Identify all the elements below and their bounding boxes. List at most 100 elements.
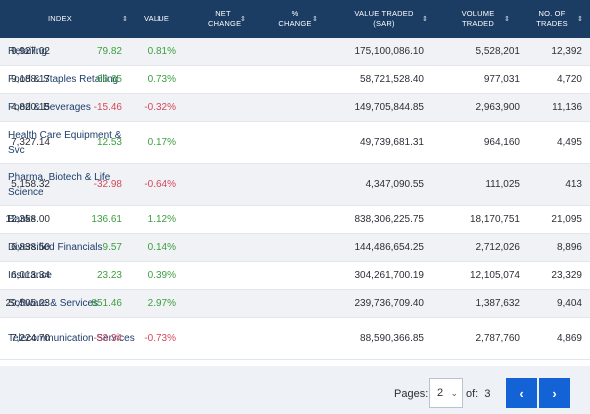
sort-icon[interactable]: ⇕ — [122, 16, 129, 23]
traded-cell: 239,736,709.40 — [354, 298, 424, 309]
column-label: INDEX — [48, 14, 72, 23]
volume-cell: 977,031 — [483, 74, 520, 85]
value-cell: 29,505.23 — [5, 298, 51, 309]
trades-cell: 413 — [565, 179, 582, 190]
net-cell: 66.65 — [96, 74, 122, 85]
volume-cell: 2,963,900 — [475, 102, 521, 113]
column-label: VALUE — [144, 14, 170, 23]
volume-cell: 2,787,760 — [475, 333, 521, 344]
net-cell: 851.46 — [91, 298, 122, 309]
sort-icon[interactable]: ⇕ — [504, 16, 511, 23]
table-row[interactable]: Food & Beverages 4,820.15 -15.46 -0.32% 149,… — [0, 94, 590, 122]
of-label: of: — [466, 388, 479, 400]
net-cell: 136.61 — [91, 214, 122, 225]
table-row[interactable]: Insurance 6,013.34 23.23 0.39% 304,261,700.1… — [0, 262, 590, 290]
column-header-no-of-trades[interactable]: NO. OF TRADES ⇕ — [522, 0, 584, 38]
column-label: NO. OF TRADES — [536, 9, 568, 28]
traded-cell: 58,721,528.40 — [360, 74, 424, 85]
index-name-cell[interactable]: Health Care Equipment & Svc — [8, 129, 122, 156]
column-label: VOLUME TRADED — [461, 9, 495, 28]
trades-cell: 4,495 — [556, 137, 582, 148]
trades-cell: 8,896 — [556, 242, 582, 253]
pages-label: Pages: — [394, 388, 429, 400]
previous-page-button[interactable]: ‹ — [506, 378, 537, 408]
column-label: % CHANGE — [278, 9, 312, 28]
index-name-cell[interactable]: Telecommunication Services — [8, 333, 135, 344]
column-header-value-traded[interactable]: VALUE TRADED (SAR) ⇕ — [340, 0, 428, 38]
net-cell: 12.53 — [96, 137, 122, 148]
traded-cell: 4,347,090.55 — [365, 179, 424, 190]
pct-cell: 0.14% — [147, 242, 176, 253]
net-cell: 9.57 — [102, 242, 122, 253]
table-row[interactable]: Retailing 9,927.02 79.82 0.81% 175,100,086.1… — [0, 38, 590, 66]
value-cell: 6,013.34 — [11, 270, 50, 281]
table-header: INDEX ⇕ VALUE ⇕ NET CHANGE ⇕ % CHANGE ⇕ … — [0, 0, 590, 38]
trades-cell: 23,329 — [551, 270, 582, 281]
net-cell: 79.82 — [96, 46, 122, 57]
column-header-pct-change[interactable]: % CHANGE ⇕ — [272, 0, 318, 38]
sort-icon[interactable]: ⇕ — [422, 16, 429, 23]
value-cell: 9,188.17 — [11, 74, 50, 85]
volume-cell: 964,160 — [483, 137, 520, 148]
sector-indices-table: INDEX ⇕ VALUE ⇕ NET CHANGE ⇕ % CHANGE ⇕ … — [0, 0, 590, 366]
index-name-cell[interactable]: Food & Beverages — [8, 102, 91, 113]
next-page-button[interactable]: › — [539, 378, 570, 408]
table-row[interactable]: Software & Services 29,505.23 851.46 2.97% 2… — [0, 290, 590, 318]
index-name-cell[interactable]: Banks — [8, 214, 36, 225]
trades-cell: 4,720 — [556, 74, 582, 85]
traded-cell: 144,486,654.25 — [354, 242, 424, 253]
traded-cell: 49,739,681.31 — [360, 137, 424, 148]
traded-cell: 838,306,225.75 — [354, 214, 424, 225]
index-name-cell[interactable]: Food & Staples Retailing — [8, 74, 119, 85]
column-header-index[interactable]: INDEX ⇕ — [48, 0, 128, 38]
table-row[interactable]: Pharma, Biotech & Life Science 5,158.32 -3… — [0, 164, 590, 206]
index-name-cell[interactable]: Software & Services — [8, 298, 99, 309]
chevron-down-icon: ⌄ — [450, 388, 458, 398]
index-name-cell[interactable]: Insurance — [8, 270, 52, 281]
value-cell: 12,358.00 — [5, 214, 51, 225]
traded-cell: 88,590,366.85 — [360, 333, 424, 344]
sort-icon[interactable]: ⇕ — [577, 16, 584, 23]
column-header-net-change[interactable]: NET CHANGE ⇕ — [200, 0, 246, 38]
page-select[interactable]: 2 ⌄ — [429, 378, 463, 408]
index-name-cell[interactable]: Pharma, Biotech & Life Science — [8, 171, 111, 198]
traded-cell: 175,100,086.10 — [354, 46, 424, 57]
trades-cell: 11,136 — [552, 102, 582, 113]
sort-icon[interactable]: ⇕ — [312, 16, 319, 23]
column-header-volume-traded[interactable]: VOLUME TRADED ⇕ — [446, 0, 510, 38]
value-cell: 7,224.70 — [11, 333, 50, 344]
table-row[interactable]: Telecommunication Services 7,224.70 -53.34… — [0, 318, 590, 360]
volume-cell: 2,712,026 — [475, 242, 521, 253]
sort-icon[interactable]: ⇕ — [240, 16, 247, 23]
net-cell: -32.98 — [93, 179, 122, 190]
page-total: of: 3 — [466, 388, 490, 400]
volume-cell: 18,170,751 — [469, 214, 520, 225]
volume-cell: 5,528,201 — [475, 46, 521, 57]
column-label: NET CHANGE — [208, 9, 242, 28]
pct-cell: -0.73% — [144, 333, 176, 344]
sort-icon[interactable]: ⇕ — [156, 16, 163, 23]
value-cell: 4,820.15 — [11, 102, 50, 113]
index-name-cell[interactable]: Diversified Financials — [8, 242, 103, 253]
table-row[interactable]: Diversified Financials 6,838.50 9.57 0.14% 1… — [0, 234, 590, 262]
pct-cell: 0.81% — [147, 46, 176, 57]
value-cell: 9,927.02 — [11, 46, 50, 57]
volume-cell: 1,387,632 — [475, 298, 521, 309]
pct-cell: -0.32% — [144, 102, 176, 113]
net-cell: -15.46 — [93, 102, 122, 113]
trades-cell: 4,869 — [556, 333, 582, 344]
trades-cell: 9,404 — [556, 298, 582, 309]
table-row[interactable]: Food & Staples Retailing 9,188.17 66.65 0.7… — [0, 66, 590, 94]
column-header-value[interactable]: VALUE ⇕ — [144, 0, 170, 38]
traded-cell: 149,705,844.85 — [354, 102, 424, 113]
table-row[interactable]: Banks 12,358.00 136.61 1.12% 838,306,225.75 1… — [0, 206, 590, 234]
net-cell: -53.34 — [93, 333, 122, 344]
chevron-right-icon: › — [552, 385, 557, 401]
column-label: VALUE TRADED (SAR) — [354, 9, 414, 28]
pct-cell: -0.64% — [144, 179, 176, 190]
index-name-cell[interactable]: Retailing — [8, 46, 47, 57]
table-row[interactable]: Health Care Equipment & Svc 7,327.14 12.53… — [0, 122, 590, 164]
value-cell: 6,838.50 — [11, 242, 50, 253]
net-cell: 23.23 — [96, 270, 122, 281]
pct-cell: 0.73% — [147, 74, 176, 85]
